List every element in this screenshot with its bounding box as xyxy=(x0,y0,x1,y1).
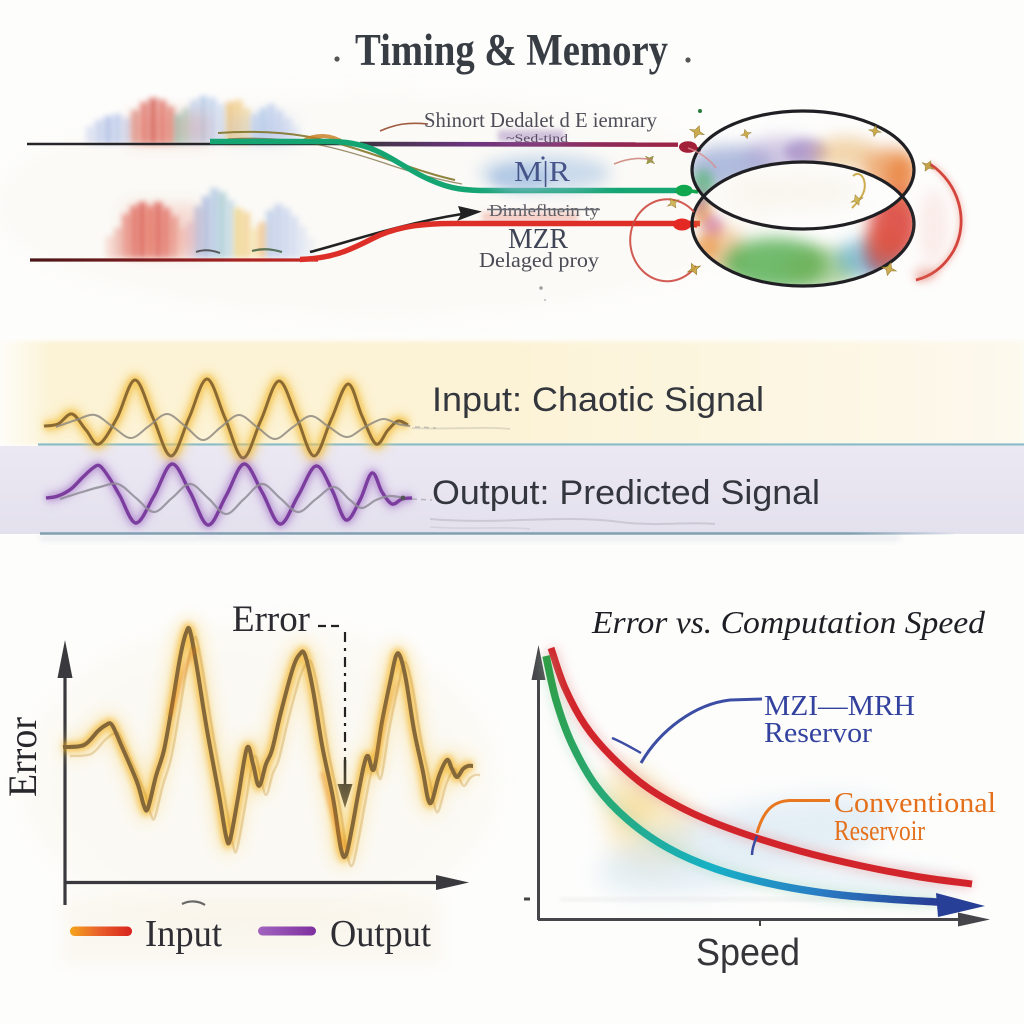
svg-text:Speed: Speed xyxy=(696,932,800,974)
svg-text:Output: Output xyxy=(330,913,431,955)
svg-text:Reservoir: Reservoir xyxy=(834,815,925,847)
svg-text:Error: Error xyxy=(232,599,310,640)
svg-text:Output: Predicted Signal: Output: Predicted Signal xyxy=(432,474,820,512)
svg-text:Input: Chaotic Signal: Input: Chaotic Signal xyxy=(432,381,764,419)
svg-text:Timing & Memory: Timing & Memory xyxy=(355,25,668,75)
svg-text:Error vs. Computation Speed: Error vs. Computation Speed xyxy=(591,604,986,640)
svg-text:Delaged proy: Delaged proy xyxy=(479,248,600,272)
svg-text:Error: Error xyxy=(0,717,45,797)
svg-text:Dimlefluein ty: Dimlefluein ty xyxy=(489,201,600,220)
svg-text:MZR: MZR xyxy=(508,224,568,255)
svg-text:MZI—MRH: MZI—MRH xyxy=(764,690,915,722)
svg-text:Shinort Dedalet d E iemrary: Shinort Dedalet d E iemrary xyxy=(424,108,657,132)
svg-text:Input: Input xyxy=(145,913,222,955)
svg-text:M|R: M|R xyxy=(514,157,570,188)
svg-text:Conventional: Conventional xyxy=(834,787,996,819)
svg-text:~Sed-tjnd: ~Sed-tjnd xyxy=(506,131,568,145)
svg-text:Reservor: Reservor xyxy=(764,717,872,749)
